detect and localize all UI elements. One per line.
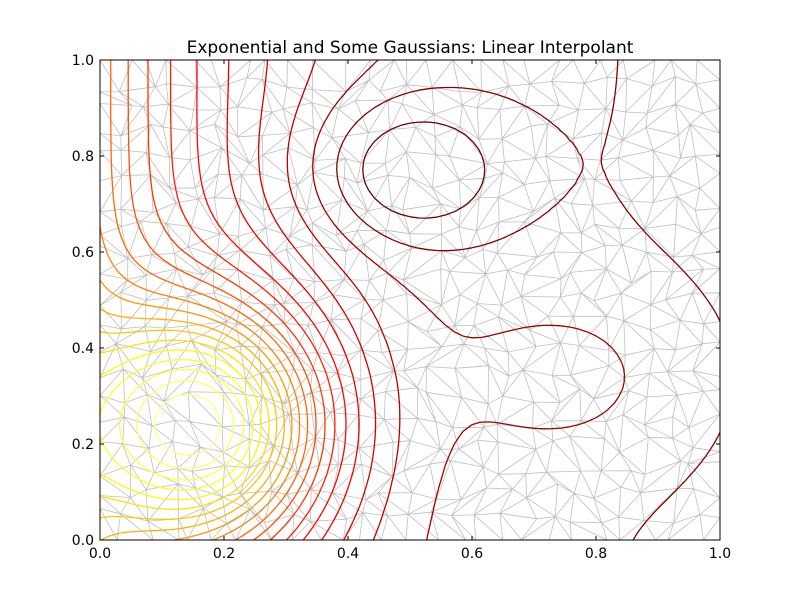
- y-tick-label: 0.6: [72, 245, 94, 261]
- axes-frame: [99, 59, 721, 541]
- contour-level-10: [127, 60, 317, 540]
- x-tick-label: 0.0: [89, 546, 111, 562]
- contour-level-20: [136, 380, 235, 470]
- y-tick-label: 0.0: [72, 533, 94, 549]
- x-tick-label: 0.8: [585, 546, 607, 562]
- y-tick-label: 0.4: [72, 341, 94, 357]
- mesh-edges: [100, 60, 720, 540]
- contour-lines: [100, 60, 720, 540]
- x-tick-label: 1.0: [709, 546, 731, 562]
- x-tick-label: 0.2: [213, 546, 235, 562]
- contour-level-11: [110, 60, 309, 540]
- contour-level-2: [336, 60, 720, 540]
- contour-level-5: [257, 60, 377, 540]
- axis-ticks: 0.0 0.2 0.4 0.6 0.8 1.0 0.0 0.2 0.4 0.6 0.8 1.0: [72, 53, 731, 562]
- contour-level-14: [100, 308, 285, 540]
- contour-level-3: [312, 60, 626, 540]
- chart-title: Exponential and Some Gaussians: Linear I…: [187, 38, 634, 58]
- contour-level-15: [100, 329, 278, 521]
- contour-level-9: [147, 60, 326, 540]
- y-tick-label: 0.2: [72, 437, 94, 453]
- contour-level-8: [169, 60, 336, 540]
- contour-level-16: [100, 339, 270, 511]
- contour-level-18: [100, 358, 254, 491]
- contour-level-21: [153, 393, 222, 456]
- contour-level-17: [100, 349, 262, 501]
- y-tick-label: 1.0: [72, 53, 94, 69]
- x-tick-label: 0.6: [461, 546, 483, 562]
- contour-level-4: [286, 60, 401, 540]
- contour-level-19: [118, 369, 245, 481]
- y-tick-label: 0.8: [72, 149, 94, 165]
- triangulation-mesh: [100, 60, 720, 540]
- x-tick-label: 0.4: [337, 546, 359, 562]
- contour-level-1: [362, 121, 486, 219]
- contour-level-6: [226, 60, 360, 540]
